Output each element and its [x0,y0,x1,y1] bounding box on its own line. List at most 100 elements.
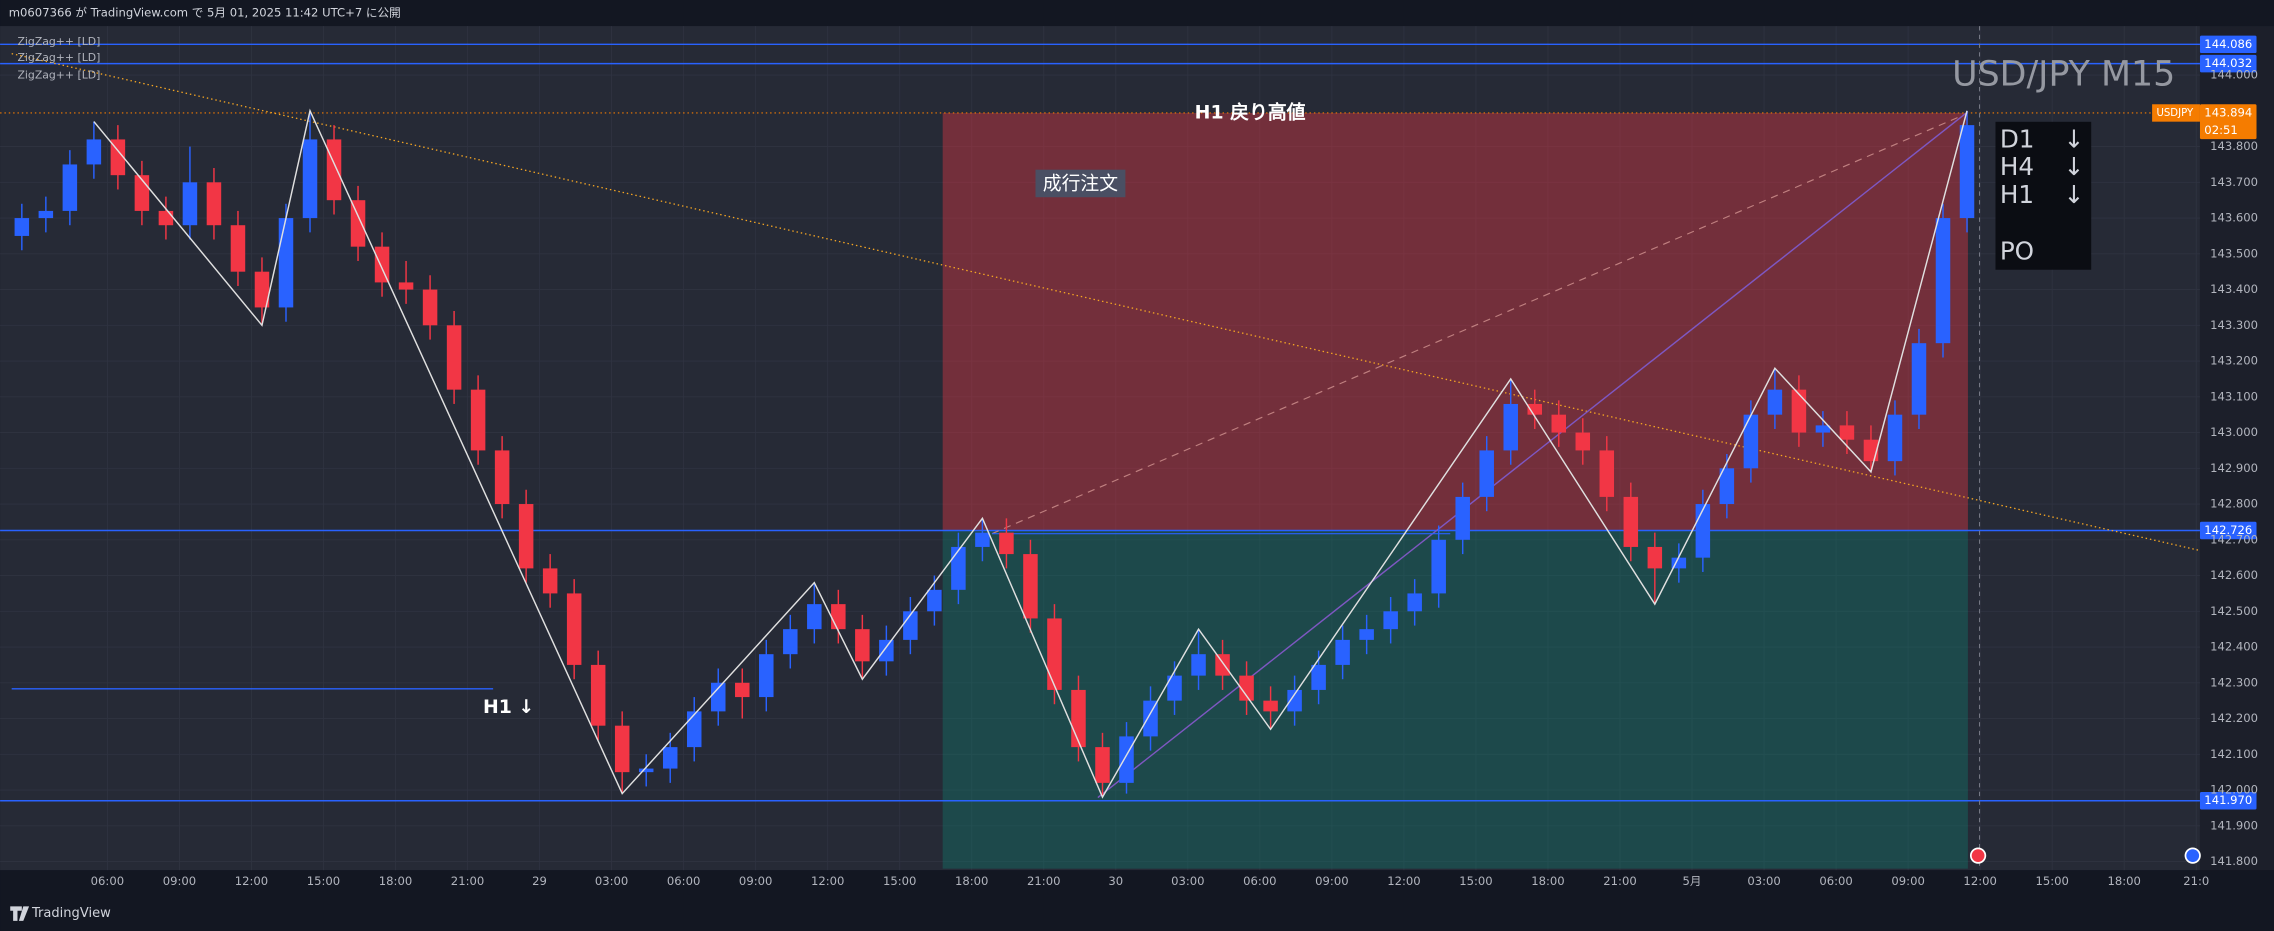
candle-body [422,289,438,326]
candle-body [1671,557,1687,569]
candle-body [927,589,942,612]
y-tick-label: 143.200 [2210,354,2258,368]
candle-body [951,546,966,590]
y-tick-label: 142.400 [2210,640,2258,654]
candle-body [590,664,606,726]
level-label: 144.086 [2204,37,2252,51]
candle-body [1815,425,1831,433]
annotation: 成行注文 [1043,173,1119,195]
candle-body [1119,736,1134,783]
candle-body [1647,546,1663,569]
x-tick-label: 12:00 [1963,874,1996,888]
globe-icon[interactable] [2184,847,2201,864]
x-tick-label: 21:0 [2183,874,2209,888]
candle-body [662,747,678,769]
annotation-box [1035,169,1126,198]
y-tick-label: 143.300 [2210,318,2258,332]
candle-body [1791,389,1807,433]
panel-trend: ↓ [2063,125,2084,154]
candle-body [1599,450,1615,497]
x-tick-label: 15:00 [1459,874,1492,888]
candle-body [783,629,798,655]
x-tick-label: 21:00 [1027,874,1060,888]
y-tick-label: 142.900 [2210,461,2258,475]
candle-body [14,218,30,236]
candle-body [975,532,990,547]
x-tick-label: 06:00 [91,874,124,888]
candle-body [518,504,534,569]
x-tick-label: 09:00 [739,874,772,888]
candle-body [494,450,510,505]
x-tick-label: 09:00 [1891,874,1924,888]
candle-body [1503,403,1518,451]
x-tick-label: 18:00 [2107,874,2140,888]
candle-body [278,218,294,308]
y-tick-label: 143.000 [2210,425,2258,439]
candle-body [1383,611,1398,630]
last-price-label: 143.894 [2204,105,2252,119]
candle-body [1911,343,1927,415]
logo [10,906,30,921]
candle-body [158,210,174,226]
x-tick-label: 12:00 [1387,874,1420,888]
x-tick-label: 12:00 [235,874,268,888]
y-tick-label: 142.700 [2210,532,2258,546]
x-tick-label: 03:00 [1171,874,1204,888]
x-tick-label: 15:00 [2035,874,2068,888]
last-price-tag [2199,104,2257,140]
zigzag [93,108,1968,799]
alert-icon[interactable] [1969,847,1987,864]
candle-body [1623,496,1639,547]
indicator-label: ZigZag++ [LD] [17,68,100,81]
candle-body [1839,425,1855,440]
indicator-label: ZigZag++ [LD] [17,51,100,64]
candle-body [1215,654,1230,676]
candle-body [230,225,246,272]
level-label: 144.032 [2204,56,2252,70]
candle-body [566,593,582,665]
candle-body [1095,747,1110,783]
candle-body [1407,593,1422,612]
annotation: H1 ↓ [483,697,534,718]
candles [14,110,1975,798]
panel-tf: H1 [2000,180,2034,209]
x-tick-label: 30 [1108,874,1123,888]
x-tick-label: 21:00 [1603,874,1636,888]
candle-body [759,654,774,698]
overlay: 144.086 144.032 142.726 141.970 USDJPY 143.89… [93,35,2257,810]
x-tick-label: 15:00 [883,874,916,888]
y-tick-label: 143.700 [2210,175,2258,189]
candle-body [735,682,750,698]
y-tick-label: 143.800 [2210,139,2258,153]
x-tick-label: 06:00 [1819,874,1852,888]
candle-body [1551,414,1567,433]
candle-body [855,629,870,662]
x-tick-label: 5月 [1683,874,1702,888]
level-tag [2199,54,2257,73]
candle-body [614,725,630,773]
candle-body [398,282,414,290]
level-tag [2199,521,2257,540]
lines [0,43,2201,802]
x-tick-label: 21:00 [451,874,484,888]
y-tick-label: 142.300 [2210,675,2258,689]
x-tick-label: 03:00 [595,874,628,888]
candle-body [903,611,918,640]
candle-body [1479,450,1494,497]
candle-body [1191,654,1206,676]
candle-body [1743,414,1759,469]
y-tick-label: 144.000 [2210,68,2258,82]
candle-body [1767,389,1783,415]
y-tick-label: 142.600 [2210,568,2258,582]
symbol-label: USDJPY [2156,108,2194,119]
candle-body [1455,496,1470,540]
candle-body [1071,689,1086,748]
candle-body [1935,218,1951,344]
candle-body [1335,639,1350,665]
y-tick-label: 142.000 [2210,783,2258,797]
level-tag [2199,35,2257,54]
candle-body [1239,675,1254,701]
candle-body [831,604,846,630]
panel-trend: ↓ [2063,152,2084,181]
